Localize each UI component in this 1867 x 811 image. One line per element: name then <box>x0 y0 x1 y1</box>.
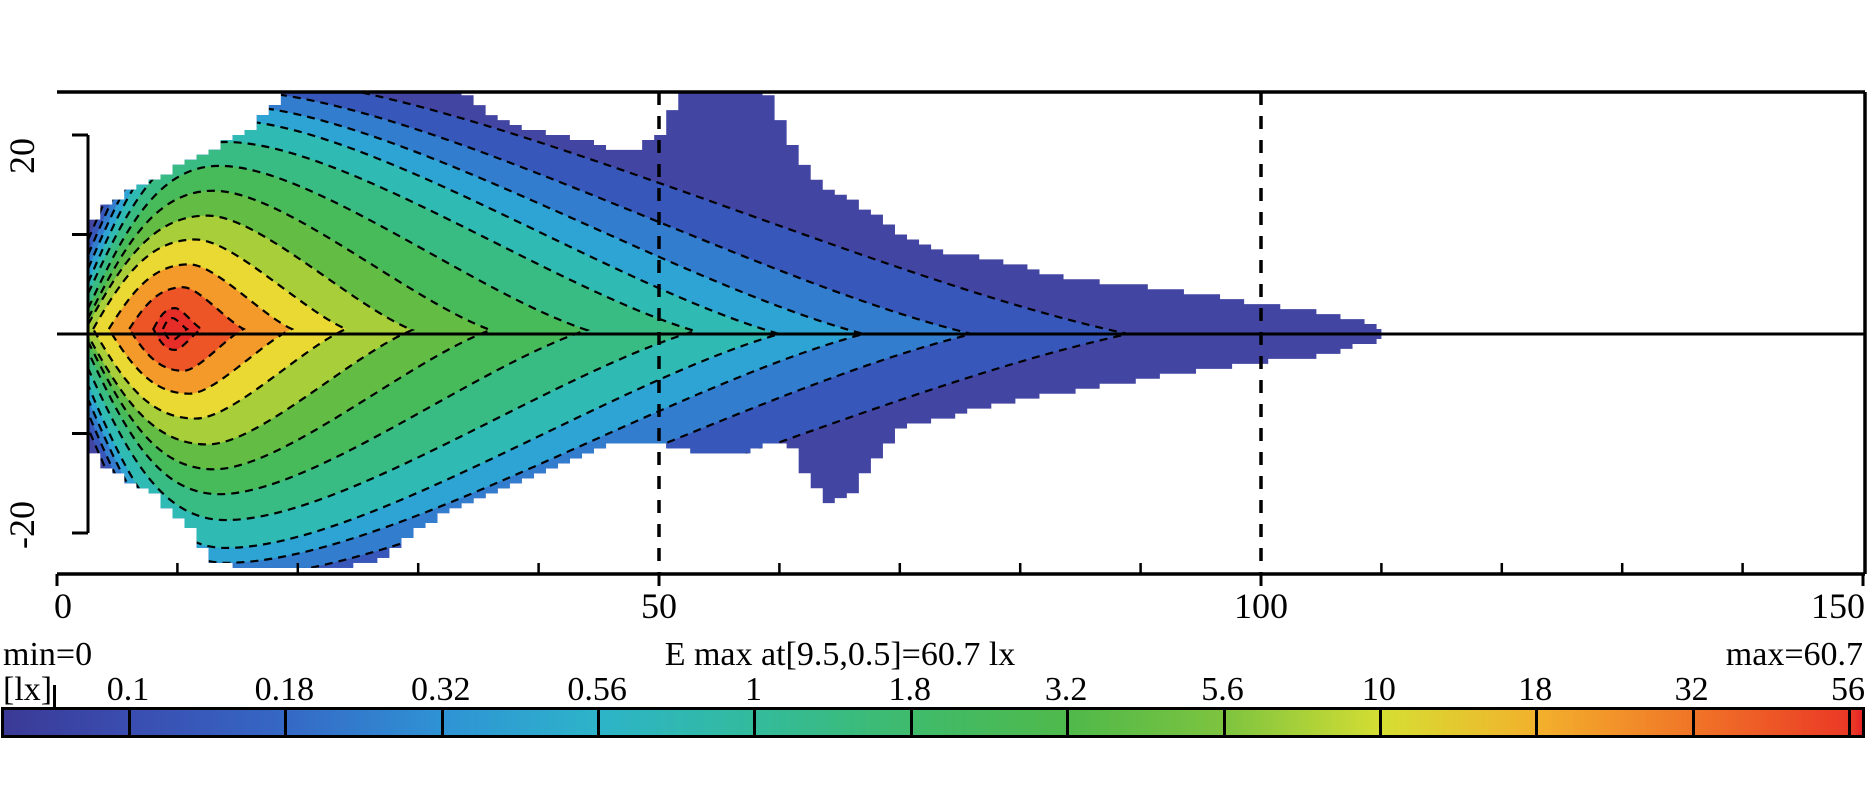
contour-line-32 <box>127 286 247 372</box>
colorbar-divider-0.32 <box>440 710 444 735</box>
colorbar-divider-3.2 <box>1066 710 1070 735</box>
max-value-label: max=60.7 <box>1725 636 1863 673</box>
colorbar-level-label-1.8: 1.8 <box>888 671 932 708</box>
colorbar-level-label-0.18: 0.18 <box>254 671 315 708</box>
colorbar-divider-0.18 <box>284 710 288 735</box>
colorbar-level-label-18: 18 <box>1518 671 1553 708</box>
colorbar-divider-32 <box>1691 710 1695 735</box>
colorbar-level-label-10: 10 <box>1361 671 1396 708</box>
x-axis-label-50: 50 <box>641 586 677 626</box>
contour-line-5.6 <box>88 214 416 446</box>
x-axis-label-0: 0 <box>54 586 72 626</box>
colorbar-divider-56 <box>1847 710 1851 735</box>
y-axis-label--20: -20 <box>2 501 42 549</box>
colorbar-divider-0.1 <box>128 710 131 735</box>
colorbar-level-label-32: 32 <box>1674 671 1709 708</box>
colorbar-gradient <box>4 710 1862 735</box>
contour-line-1.8 <box>88 164 591 496</box>
colorbar-level-label-0.56: 0.56 <box>567 671 627 708</box>
colorbar-start-tick <box>53 685 56 708</box>
colorbar-level-label-0.1: 0.1 <box>106 671 150 708</box>
plot-area: 20 -20 0 50 100 150 <box>2 90 1867 626</box>
contour-line-18 <box>107 263 295 395</box>
annotation-row: min=0 E max at[9.5,0.5]=60.7 lx max=60.7 <box>0 636 1867 673</box>
contour-line-inner-12 <box>161 316 190 342</box>
colorbar-level-label-1: 1 <box>744 671 762 708</box>
min-value-label: min=0 <box>3 636 93 673</box>
x-axis-label-150: 150 <box>1811 586 1865 626</box>
colorbar-divider-1 <box>753 710 757 735</box>
colorbar-level-label-0.32: 0.32 <box>410 671 471 708</box>
colorbar-level-label-56: 56 <box>1830 671 1865 708</box>
colorbar-divider-18 <box>1535 710 1539 735</box>
colorbar-labels-row: [lx] 0.1 0.18 0.32 0.56 1 1.8 3.2 5.6 10 18 32 56 <box>0 671 1867 708</box>
colorbar-divider-10 <box>1378 710 1382 735</box>
colorbar-level-label-3.2: 3.2 <box>1044 671 1088 708</box>
emax-annotation: E max at[9.5,0.5]=60.7 lx <box>664 636 1016 673</box>
colorbar <box>1 707 1865 738</box>
y-axis-label-20: 20 <box>2 138 42 174</box>
colorbar-divider-0.56 <box>597 710 601 735</box>
colorbar-unit-label: [lx] <box>3 671 53 708</box>
x-axis-label-100: 100 <box>1234 586 1288 626</box>
contour-line-3.2 <box>88 189 494 471</box>
colorbar-level-label-5.6: 5.6 <box>1201 671 1244 708</box>
contour-line-10 <box>91 238 349 420</box>
colorbar-divider-5.6 <box>1222 710 1226 735</box>
colorbar-divider-1.8 <box>909 710 913 735</box>
